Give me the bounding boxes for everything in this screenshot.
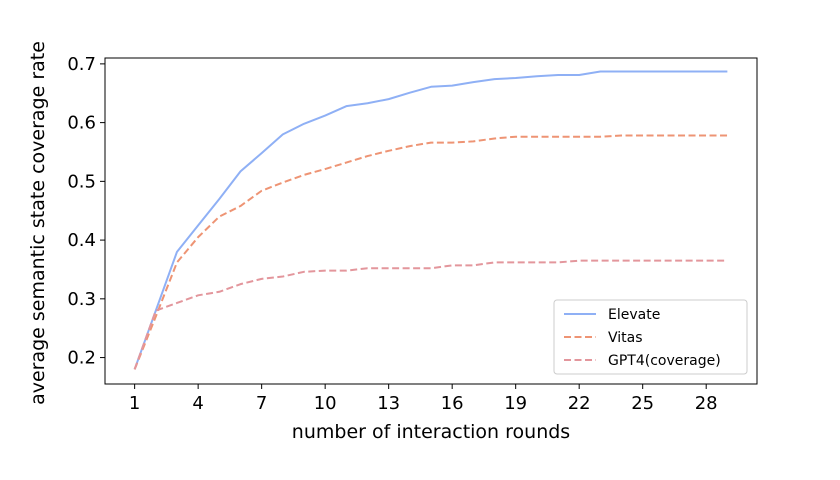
y-tick-label: 0.3 <box>67 289 96 310</box>
x-tick-label: 13 <box>377 393 400 414</box>
y-tick-label: 0.5 <box>67 171 96 192</box>
x-tick-label: 1 <box>129 393 140 414</box>
x-tick-label: 7 <box>256 393 267 414</box>
x-tick-label: 10 <box>314 393 337 414</box>
legend-label: GPT4(coverage) <box>608 353 721 369</box>
x-tick-label: 28 <box>695 393 718 414</box>
series-line-gpt4-coverage <box>133 259 728 370</box>
series-line-vitas <box>133 134 728 370</box>
legend: Elevate Vitas GPT4(coverage) <box>553 299 748 375</box>
x-tick-label: 16 <box>441 393 464 414</box>
legend-label: Elevate <box>608 307 660 323</box>
y-tick-label: 0.4 <box>67 230 96 251</box>
series-line-elevate <box>133 70 728 370</box>
x-axis-label: number of interaction rounds <box>292 421 570 443</box>
series-layer <box>133 70 728 370</box>
legend-box <box>553 299 748 375</box>
x-tick-label: 25 <box>631 393 654 414</box>
y-tick-label: 0.2 <box>67 348 96 369</box>
y-tick-label: 0.7 <box>67 54 96 75</box>
x-tick-label: 4 <box>192 393 203 414</box>
y-tick-label: 0.6 <box>67 113 96 134</box>
y-axis-label: average semantic state coverage rate <box>27 41 49 405</box>
x-tick-label: 19 <box>504 393 527 414</box>
legend-items: Elevate Vitas GPT4(coverage) <box>564 307 721 369</box>
plot-area-frame <box>104 57 758 385</box>
y-axis-ticks: 0.2 0.3 0.4 0.5 0.6 0.7 <box>67 54 105 369</box>
legend-label: Vitas <box>608 330 643 346</box>
x-axis-ticks: 1 4 7 10 13 16 19 22 25 28 <box>129 384 718 414</box>
x-tick-label: 22 <box>568 393 591 414</box>
